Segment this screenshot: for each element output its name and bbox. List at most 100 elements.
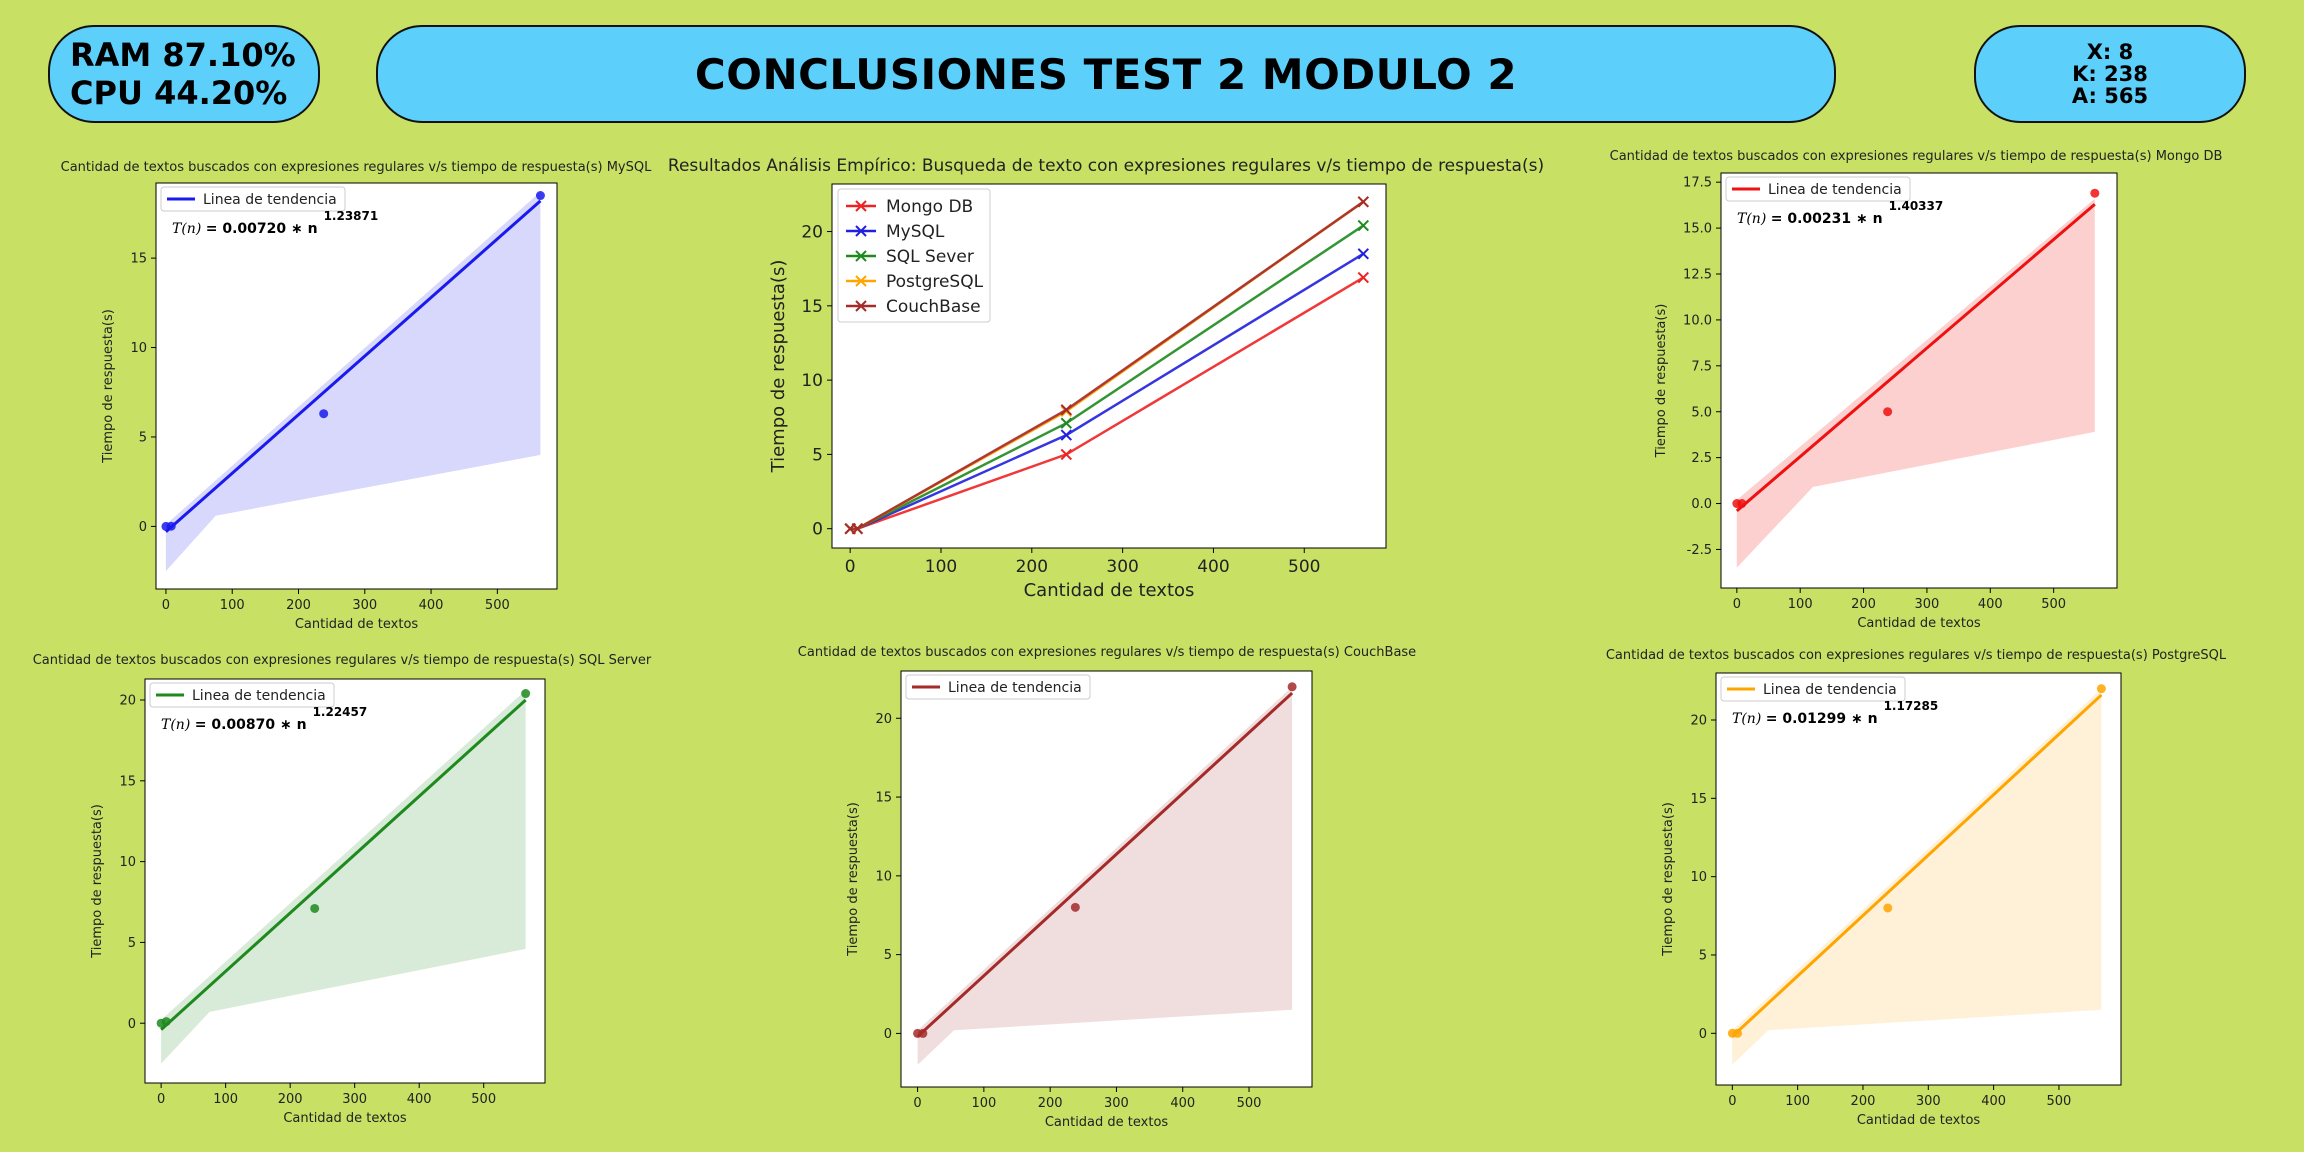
ram-usage: RAM 87.10% (70, 36, 296, 74)
page-title: CONCLUSIONES TEST 2 MODULO 2 (694, 49, 1518, 99)
data-point (918, 1028, 928, 1038)
formula-exponent: 1.17285 (1884, 699, 1939, 713)
x-tick-label: 300 (1915, 597, 1940, 612)
x-tick-label: 0 (1733, 597, 1741, 612)
data-point (2090, 188, 2100, 198)
series-marker (1357, 248, 1370, 260)
sqlserver-chart: 0 100 200 300 400 500 0 5 10 15 20 Cantidad de text… (33, 653, 652, 1126)
y-tick-label: 5 (139, 431, 147, 446)
chart-title: Cantidad de textos buscados con expresio… (33, 653, 652, 668)
combined-chart: 0 100 200 300 400 500 0 5 10 15 20 Resultados Análi… (668, 156, 1544, 601)
formula-coefficient: = 0.00231 ∗ n (1771, 211, 1883, 227)
x-axis-label: Cantidad de textos (295, 617, 419, 632)
y-tick-label: 20 (875, 712, 892, 727)
x-tick-label: 100 (1788, 597, 1813, 612)
legend-marker (855, 275, 867, 287)
chart-title: Resultados Análisis Empírico: Busqueda d… (668, 156, 1544, 176)
chart-title: Cantidad de textos buscados con expresio… (1610, 149, 2223, 164)
trend-line (164, 199, 542, 533)
x-tick-label: 200 (278, 1092, 303, 1107)
x-tick-label: 500 (2047, 1094, 2072, 1109)
trend-formula: T(n) = 0.00231 ∗ n 1.40337 (1737, 199, 1943, 227)
x-tick-label: 0 (1728, 1094, 1736, 1109)
series-marker (1060, 429, 1073, 441)
confidence-band (917, 686, 1293, 1065)
series-marker (1357, 219, 1370, 232)
y-tick-label: 15 (801, 297, 823, 317)
y-tick-label: 15 (875, 791, 892, 806)
y-tick-label: 5 (1699, 949, 1707, 964)
y-tick-label: 20 (801, 222, 823, 242)
legend-marker (855, 250, 867, 262)
series-marker (1357, 196, 1370, 208)
axes-frame (1715, 672, 2122, 1086)
x-tick-label: 300 (352, 598, 377, 613)
x-tick-label: 200 (1851, 1094, 1876, 1109)
formula-symbol: T(n) (161, 717, 195, 733)
data-point (1883, 903, 1893, 913)
legend-marker (855, 200, 867, 212)
y-tick-label: 10 (801, 371, 823, 391)
y-tick-label: 12.5 (1683, 268, 1712, 283)
y-tick-label: 0 (884, 1027, 892, 1042)
legend-box (1725, 176, 1911, 202)
x-tick-label: 500 (1288, 557, 1320, 577)
postgresql-chart: 0 100 200 300 400 500 0 5 10 15 20 Cantidad de text… (1606, 648, 2227, 1128)
y-tick-label: 5.0 (1691, 405, 1712, 420)
x-tick-label: 500 (485, 598, 510, 613)
x-tick-label: 400 (1978, 597, 2003, 612)
legend-box (837, 188, 991, 323)
x-tick-label: 0 (845, 557, 856, 577)
y-axis-label: Tiempo de respuesta(s) (90, 804, 105, 959)
data-point (1883, 407, 1893, 417)
legend-label: MySQL (886, 222, 945, 242)
y-tick-label: 15 (130, 252, 147, 267)
x-axis-label: Cantidad de textos (1857, 1113, 1981, 1128)
param-a: A: 565 (2071, 84, 2149, 108)
chart-title: Cantidad de textos buscados con expresio… (61, 160, 652, 175)
axes-frame (1720, 172, 2118, 589)
data-point (319, 409, 329, 419)
legend-box (149, 682, 335, 708)
trend-line (916, 691, 1294, 1038)
param-k: K: 238 (2072, 62, 2148, 86)
y-tick-label: 5 (128, 936, 136, 951)
cpu-usage: CPU 44.20% (70, 74, 288, 112)
y-tick-label: 10.0 (1683, 313, 1712, 328)
legend-box (905, 674, 1091, 700)
trend-formula: T(n) = 0.00720 ∗ n 1.23871 (172, 209, 378, 237)
legend-marker (855, 300, 867, 312)
y-tick-label: 17.5 (1683, 176, 1712, 191)
x-tick-label: 500 (471, 1092, 496, 1107)
x-axis-label: Cantidad de textos (283, 1111, 407, 1126)
legend-label: CouchBase (886, 297, 981, 317)
data-point (1737, 499, 1747, 509)
y-axis-label: Tiempo de respuesta(s) (1654, 304, 1669, 459)
y-tick-label: 10 (1690, 870, 1707, 885)
data-point (1733, 1028, 1743, 1038)
x-tick-label: 100 (1785, 1094, 1810, 1109)
legend-label: Mongo DB (886, 197, 973, 217)
trend-line (160, 698, 527, 1031)
legend-label: Linea de tendencia (1763, 682, 1897, 698)
x-tick-label: 100 (220, 598, 245, 613)
formula-coefficient: = 0.01299 ∗ n (1766, 711, 1878, 727)
y-axis-label: Tiempo de respuesta(s) (768, 260, 789, 474)
x-tick-label: 300 (1916, 1094, 1941, 1109)
data-point (2096, 684, 2106, 694)
axes-frame (144, 678, 546, 1084)
formula-exponent: 1.40337 (1889, 199, 1944, 213)
confidence-band (1736, 198, 2095, 568)
page-title-banner: CONCLUSIONES TEST 2 MODULO 2 (376, 25, 1836, 123)
y-tick-label: -2.5 (1687, 543, 1712, 558)
legend-label: Linea de tendencia (1768, 182, 1902, 198)
legend-label: PostgreSQL (886, 272, 984, 292)
data-point (161, 1017, 171, 1027)
confidence-band (1732, 688, 2102, 1065)
test-parameters-badge: X: 8 K: 238 A: 565 (1974, 25, 2246, 123)
legend-label: Linea de tendencia (948, 680, 1082, 696)
x-tick-label: 100 (213, 1092, 238, 1107)
y-tick-label: 0 (812, 520, 823, 540)
y-tick-label: 10 (119, 855, 136, 870)
y-tick-label: 5 (884, 948, 892, 963)
